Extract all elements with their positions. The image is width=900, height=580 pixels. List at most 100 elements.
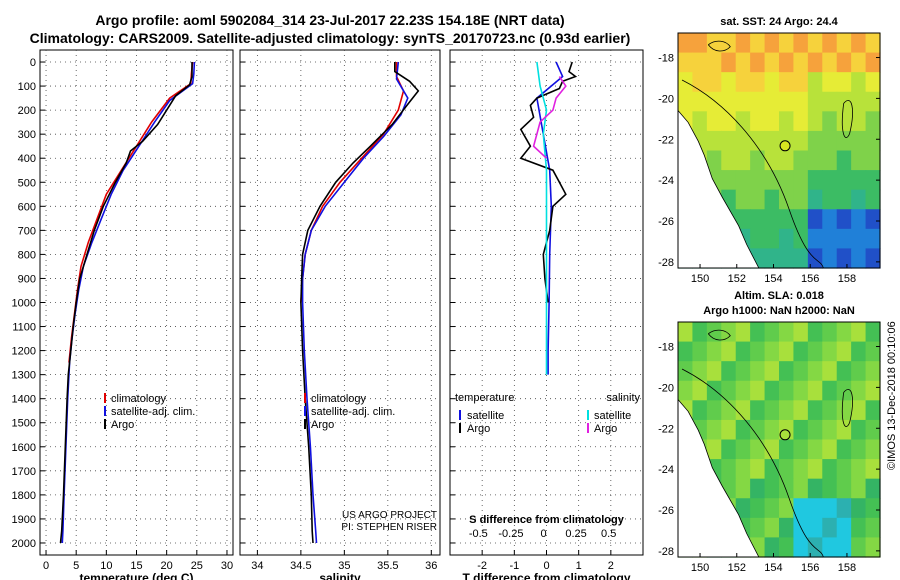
- argo-profile-marker: [779, 429, 791, 441]
- map-cell: [764, 459, 780, 480]
- map-cell: [822, 130, 838, 152]
- map-cell: [822, 248, 838, 269]
- map-lat-label: -20: [658, 382, 674, 394]
- map-cell: [865, 33, 881, 54]
- map-cell: [807, 517, 823, 539]
- map-cell: [865, 52, 881, 73]
- bathymetry-contour: [841, 100, 853, 138]
- figure-title-line2: Climatology: CARS2009. Satellite-adjuste…: [29, 30, 631, 46]
- map-cell: [678, 380, 694, 401]
- bathymetry-contour: [681, 368, 824, 558]
- map-cell: [793, 400, 809, 421]
- x-tick-label: 25: [191, 560, 203, 572]
- map-cell: [865, 400, 881, 421]
- map-cell: [721, 52, 737, 73]
- series-line-argo: [300, 62, 420, 544]
- map-cell: [865, 150, 881, 171]
- map-cell: [706, 91, 722, 112]
- map-cell: [750, 400, 766, 421]
- map-cell: [706, 361, 722, 382]
- map-cell: [851, 33, 867, 54]
- map-cell: [750, 209, 766, 230]
- map-cell: [735, 361, 751, 382]
- legend-label: satellite-adj. clim.: [111, 406, 195, 418]
- pressure-tick-label: 800: [18, 249, 36, 261]
- map-lon-label: 154: [764, 273, 782, 285]
- map-sla: [677, 321, 881, 558]
- pressure-tick-label: 500: [18, 177, 36, 189]
- map-cell: [865, 419, 881, 441]
- map-cell: [807, 459, 823, 480]
- map-cell: [764, 498, 780, 519]
- map-cell: [779, 498, 795, 519]
- map-cell: [678, 341, 694, 362]
- map-cell: [865, 170, 881, 191]
- map-cell: [836, 498, 852, 519]
- top-tick-label: 0.25: [565, 528, 586, 540]
- map-lat-label: -20: [658, 93, 674, 105]
- map-cell: [692, 52, 708, 73]
- map-cell: [851, 111, 867, 132]
- map-cell: [735, 439, 751, 460]
- map-cell: [721, 419, 737, 441]
- x-axis-label: temperature (deg C): [79, 571, 193, 580]
- map-cell: [678, 72, 694, 93]
- pressure-tick-label: 1100: [12, 322, 36, 334]
- map-cell: [692, 72, 708, 93]
- map-cell: [822, 111, 838, 132]
- map-cell: [678, 322, 694, 343]
- map-cell: [865, 209, 881, 230]
- map-cell: [692, 400, 708, 421]
- map-cell: [822, 228, 838, 250]
- map-cell: [836, 380, 852, 401]
- legend-label: Argo: [311, 419, 334, 431]
- figure-title-line1: Argo profile: aoml 5902084_314 23-Jul-20…: [95, 12, 565, 28]
- legend-label: satellite: [467, 410, 504, 422]
- map-cell: [807, 170, 823, 191]
- map-cell: [764, 341, 780, 362]
- map-cell: [764, 478, 780, 499]
- map-cell: [807, 498, 823, 519]
- map-cell: [764, 150, 780, 171]
- map-cell: [822, 72, 838, 93]
- map-cell: [764, 111, 780, 132]
- map-cell: [851, 228, 867, 250]
- map-cell: [678, 91, 694, 112]
- map-cell: [692, 91, 708, 112]
- map-cell: [836, 478, 852, 499]
- map-cell: [793, 91, 809, 112]
- map-cell: [807, 537, 823, 558]
- pi-annotation: PI: STEPHEN RISER: [341, 522, 437, 533]
- legend-label: satellite: [594, 410, 631, 422]
- map-cell: [822, 459, 838, 480]
- map-cell: [865, 91, 881, 112]
- map-cell: [865, 322, 881, 343]
- map-cell: [764, 537, 780, 558]
- x-tick-label: 36: [425, 560, 437, 572]
- map-cell: [750, 419, 766, 441]
- map-cell: [735, 380, 751, 401]
- map-cell: [851, 439, 867, 460]
- map-cell: [836, 537, 852, 558]
- sla-map-title-line1: Altim. SLA: 0.018: [734, 290, 824, 302]
- map-cell: [750, 459, 766, 480]
- map-cell: [735, 322, 751, 343]
- imos-timestamp: ©IMOS 13-Dec-2018 00:10:06: [886, 321, 898, 470]
- pressure-tick-label: 100: [18, 81, 36, 93]
- map-lon-label: 152: [728, 273, 746, 285]
- x-tick-label: 34: [251, 560, 263, 572]
- map-cell: [721, 150, 737, 171]
- map-lat-label: -26: [658, 505, 674, 517]
- x-tick-label: 20: [161, 560, 173, 572]
- map-lat-label: -18: [658, 53, 674, 65]
- map-cell: [865, 380, 881, 401]
- legend-header-temperature: temperature: [455, 392, 514, 404]
- map-cell: [807, 322, 823, 343]
- map-cell: [836, 170, 852, 191]
- x-tick-label: 1: [576, 560, 582, 572]
- map-cell: [822, 170, 838, 191]
- map-cell: [750, 439, 766, 460]
- map-cell: [836, 150, 852, 171]
- map-cell: [851, 380, 867, 401]
- pressure-tick-label: 1200: [12, 346, 36, 358]
